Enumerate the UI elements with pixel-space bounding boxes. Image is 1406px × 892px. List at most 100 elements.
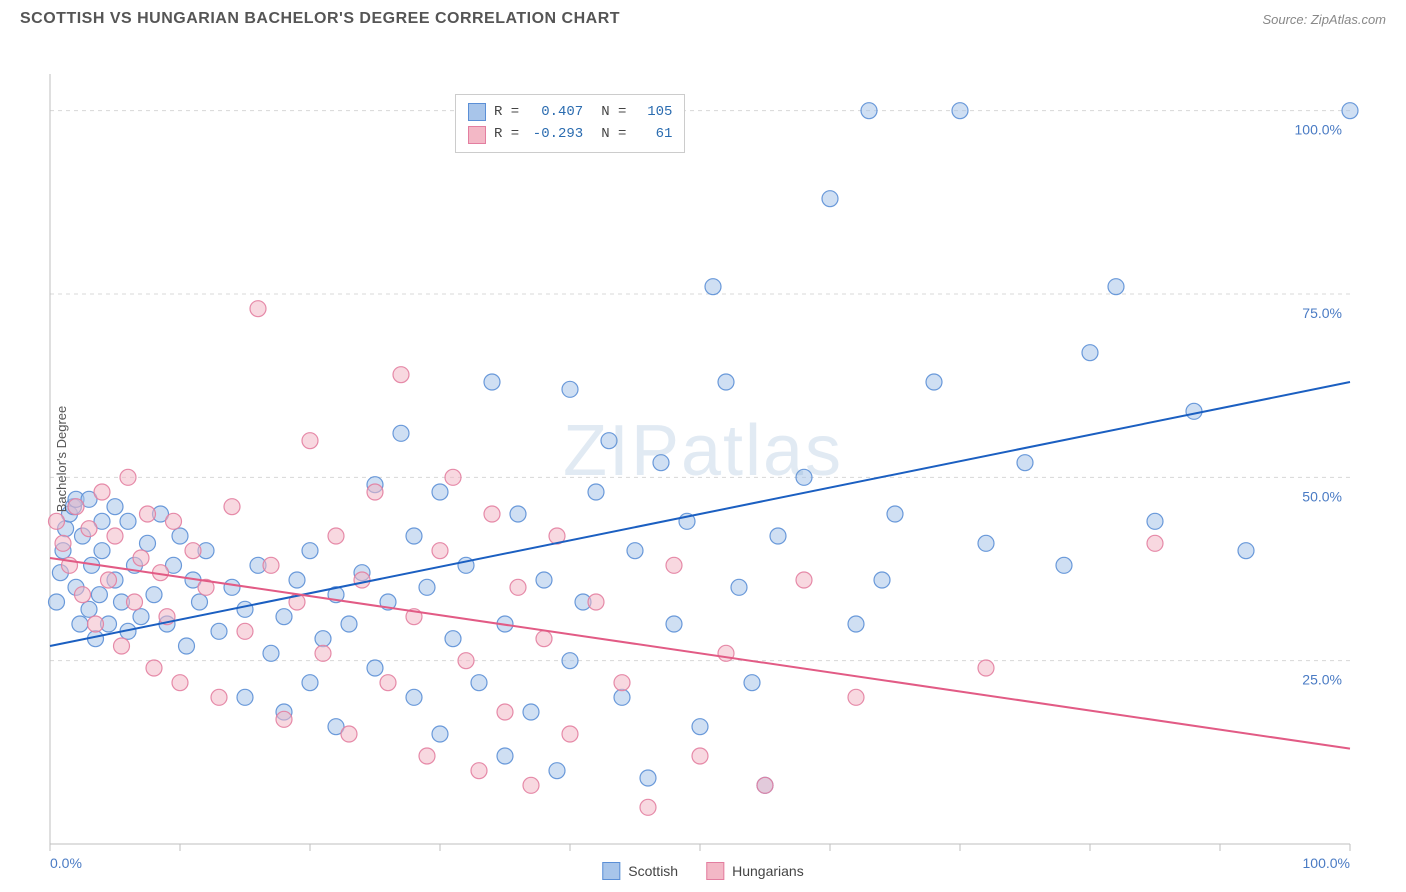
- scatter-point: [731, 579, 747, 595]
- y-tick-label: 50.0%: [1302, 488, 1342, 504]
- scatter-point: [393, 367, 409, 383]
- scatter-point: [471, 675, 487, 691]
- scatter-point: [640, 799, 656, 815]
- correlation-stats-box: R =0.407N =105R =-0.293N =61: [455, 94, 685, 153]
- y-axis-label: Bachelor's Degree: [54, 406, 69, 513]
- scatter-point: [653, 455, 669, 471]
- scatter-point: [861, 103, 877, 119]
- scatter-point: [666, 557, 682, 573]
- scatter-point: [1342, 103, 1358, 119]
- scatter-point: [94, 484, 110, 500]
- scatter-point: [276, 609, 292, 625]
- scatter-point: [497, 748, 513, 764]
- r-label: R =: [494, 101, 519, 123]
- r-label: R =: [494, 123, 519, 145]
- scatter-point: [744, 675, 760, 691]
- scatter-point: [562, 726, 578, 742]
- scatter-point: [237, 623, 253, 639]
- legend-label: Scottish: [628, 863, 678, 879]
- n-label: N =: [601, 123, 626, 145]
- scatter-point: [91, 587, 107, 603]
- scatter-point: [72, 616, 88, 632]
- scatter-point: [484, 506, 500, 522]
- scatter-point: [406, 689, 422, 705]
- scatter-point: [120, 469, 136, 485]
- scatter-point: [432, 726, 448, 742]
- scatter-point: [49, 513, 65, 529]
- scatter-point: [874, 572, 890, 588]
- scatter-chart: 25.0%50.0%75.0%100.0%0.0%100.0%: [0, 34, 1406, 884]
- scatter-point: [692, 719, 708, 735]
- legend-swatch: [706, 862, 724, 880]
- scatter-point: [1147, 535, 1163, 551]
- legend-swatch: [602, 862, 620, 880]
- scatter-point: [926, 374, 942, 390]
- scatter-point: [224, 579, 240, 595]
- scatter-point: [419, 579, 435, 595]
- scatter-point: [101, 572, 117, 588]
- scatter-point: [757, 777, 773, 793]
- scatter-point: [276, 711, 292, 727]
- scatter-point: [263, 645, 279, 661]
- scatter-point: [185, 543, 201, 559]
- scatter-point: [88, 616, 104, 632]
- scatter-point: [432, 484, 448, 500]
- scatter-point: [432, 543, 448, 559]
- chart-container: Bachelor's Degree ZIPatlas 25.0%50.0%75.…: [0, 34, 1406, 884]
- scatter-point: [562, 653, 578, 669]
- scatter-point: [523, 704, 539, 720]
- scatter-point: [1017, 455, 1033, 471]
- scatter-point: [1147, 513, 1163, 529]
- scatter-point: [120, 513, 136, 529]
- scatter-point: [952, 103, 968, 119]
- scatter-point: [341, 616, 357, 632]
- scatter-point: [302, 543, 318, 559]
- scatter-point: [81, 601, 97, 617]
- scatter-point: [367, 484, 383, 500]
- scatter-point: [224, 499, 240, 515]
- legend-item: Hungarians: [706, 862, 804, 880]
- scatter-point: [315, 645, 331, 661]
- scatter-point: [289, 572, 305, 588]
- scatter-point: [510, 506, 526, 522]
- scatter-point: [614, 675, 630, 691]
- scatter-point: [146, 587, 162, 603]
- scatter-point: [640, 770, 656, 786]
- scatter-point: [796, 469, 812, 485]
- scatter-point: [146, 660, 162, 676]
- scatter-point: [166, 513, 182, 529]
- y-tick-label: 100.0%: [1295, 122, 1342, 138]
- scatter-point: [445, 469, 461, 485]
- scatter-point: [179, 638, 195, 654]
- legend: Scottish Hungarians: [602, 862, 803, 880]
- scatter-point: [1238, 543, 1254, 559]
- r-value: -0.293: [527, 123, 583, 145]
- scatter-point: [250, 301, 266, 317]
- scatter-point: [978, 660, 994, 676]
- scatter-point: [1186, 403, 1202, 419]
- scatter-point: [666, 616, 682, 632]
- scatter-point: [263, 557, 279, 573]
- scatter-point: [978, 535, 994, 551]
- stats-row: R =-0.293N =61: [468, 123, 672, 145]
- scatter-point: [341, 726, 357, 742]
- scatter-point: [1108, 279, 1124, 295]
- scatter-point: [510, 579, 526, 595]
- scatter-point: [1082, 345, 1098, 361]
- scatter-point: [419, 748, 435, 764]
- scatter-point: [68, 499, 84, 515]
- scatter-point: [380, 675, 396, 691]
- scatter-point: [315, 631, 331, 647]
- scatter-point: [302, 675, 318, 691]
- legend-item: Scottish: [602, 862, 678, 880]
- scatter-point: [848, 616, 864, 632]
- scatter-point: [562, 381, 578, 397]
- scatter-point: [484, 374, 500, 390]
- scatter-point: [536, 631, 552, 647]
- scatter-point: [114, 638, 130, 654]
- scatter-point: [49, 594, 65, 610]
- scatter-point: [94, 543, 110, 559]
- scatter-point: [822, 191, 838, 207]
- scatter-point: [770, 528, 786, 544]
- series-swatch: [468, 126, 486, 144]
